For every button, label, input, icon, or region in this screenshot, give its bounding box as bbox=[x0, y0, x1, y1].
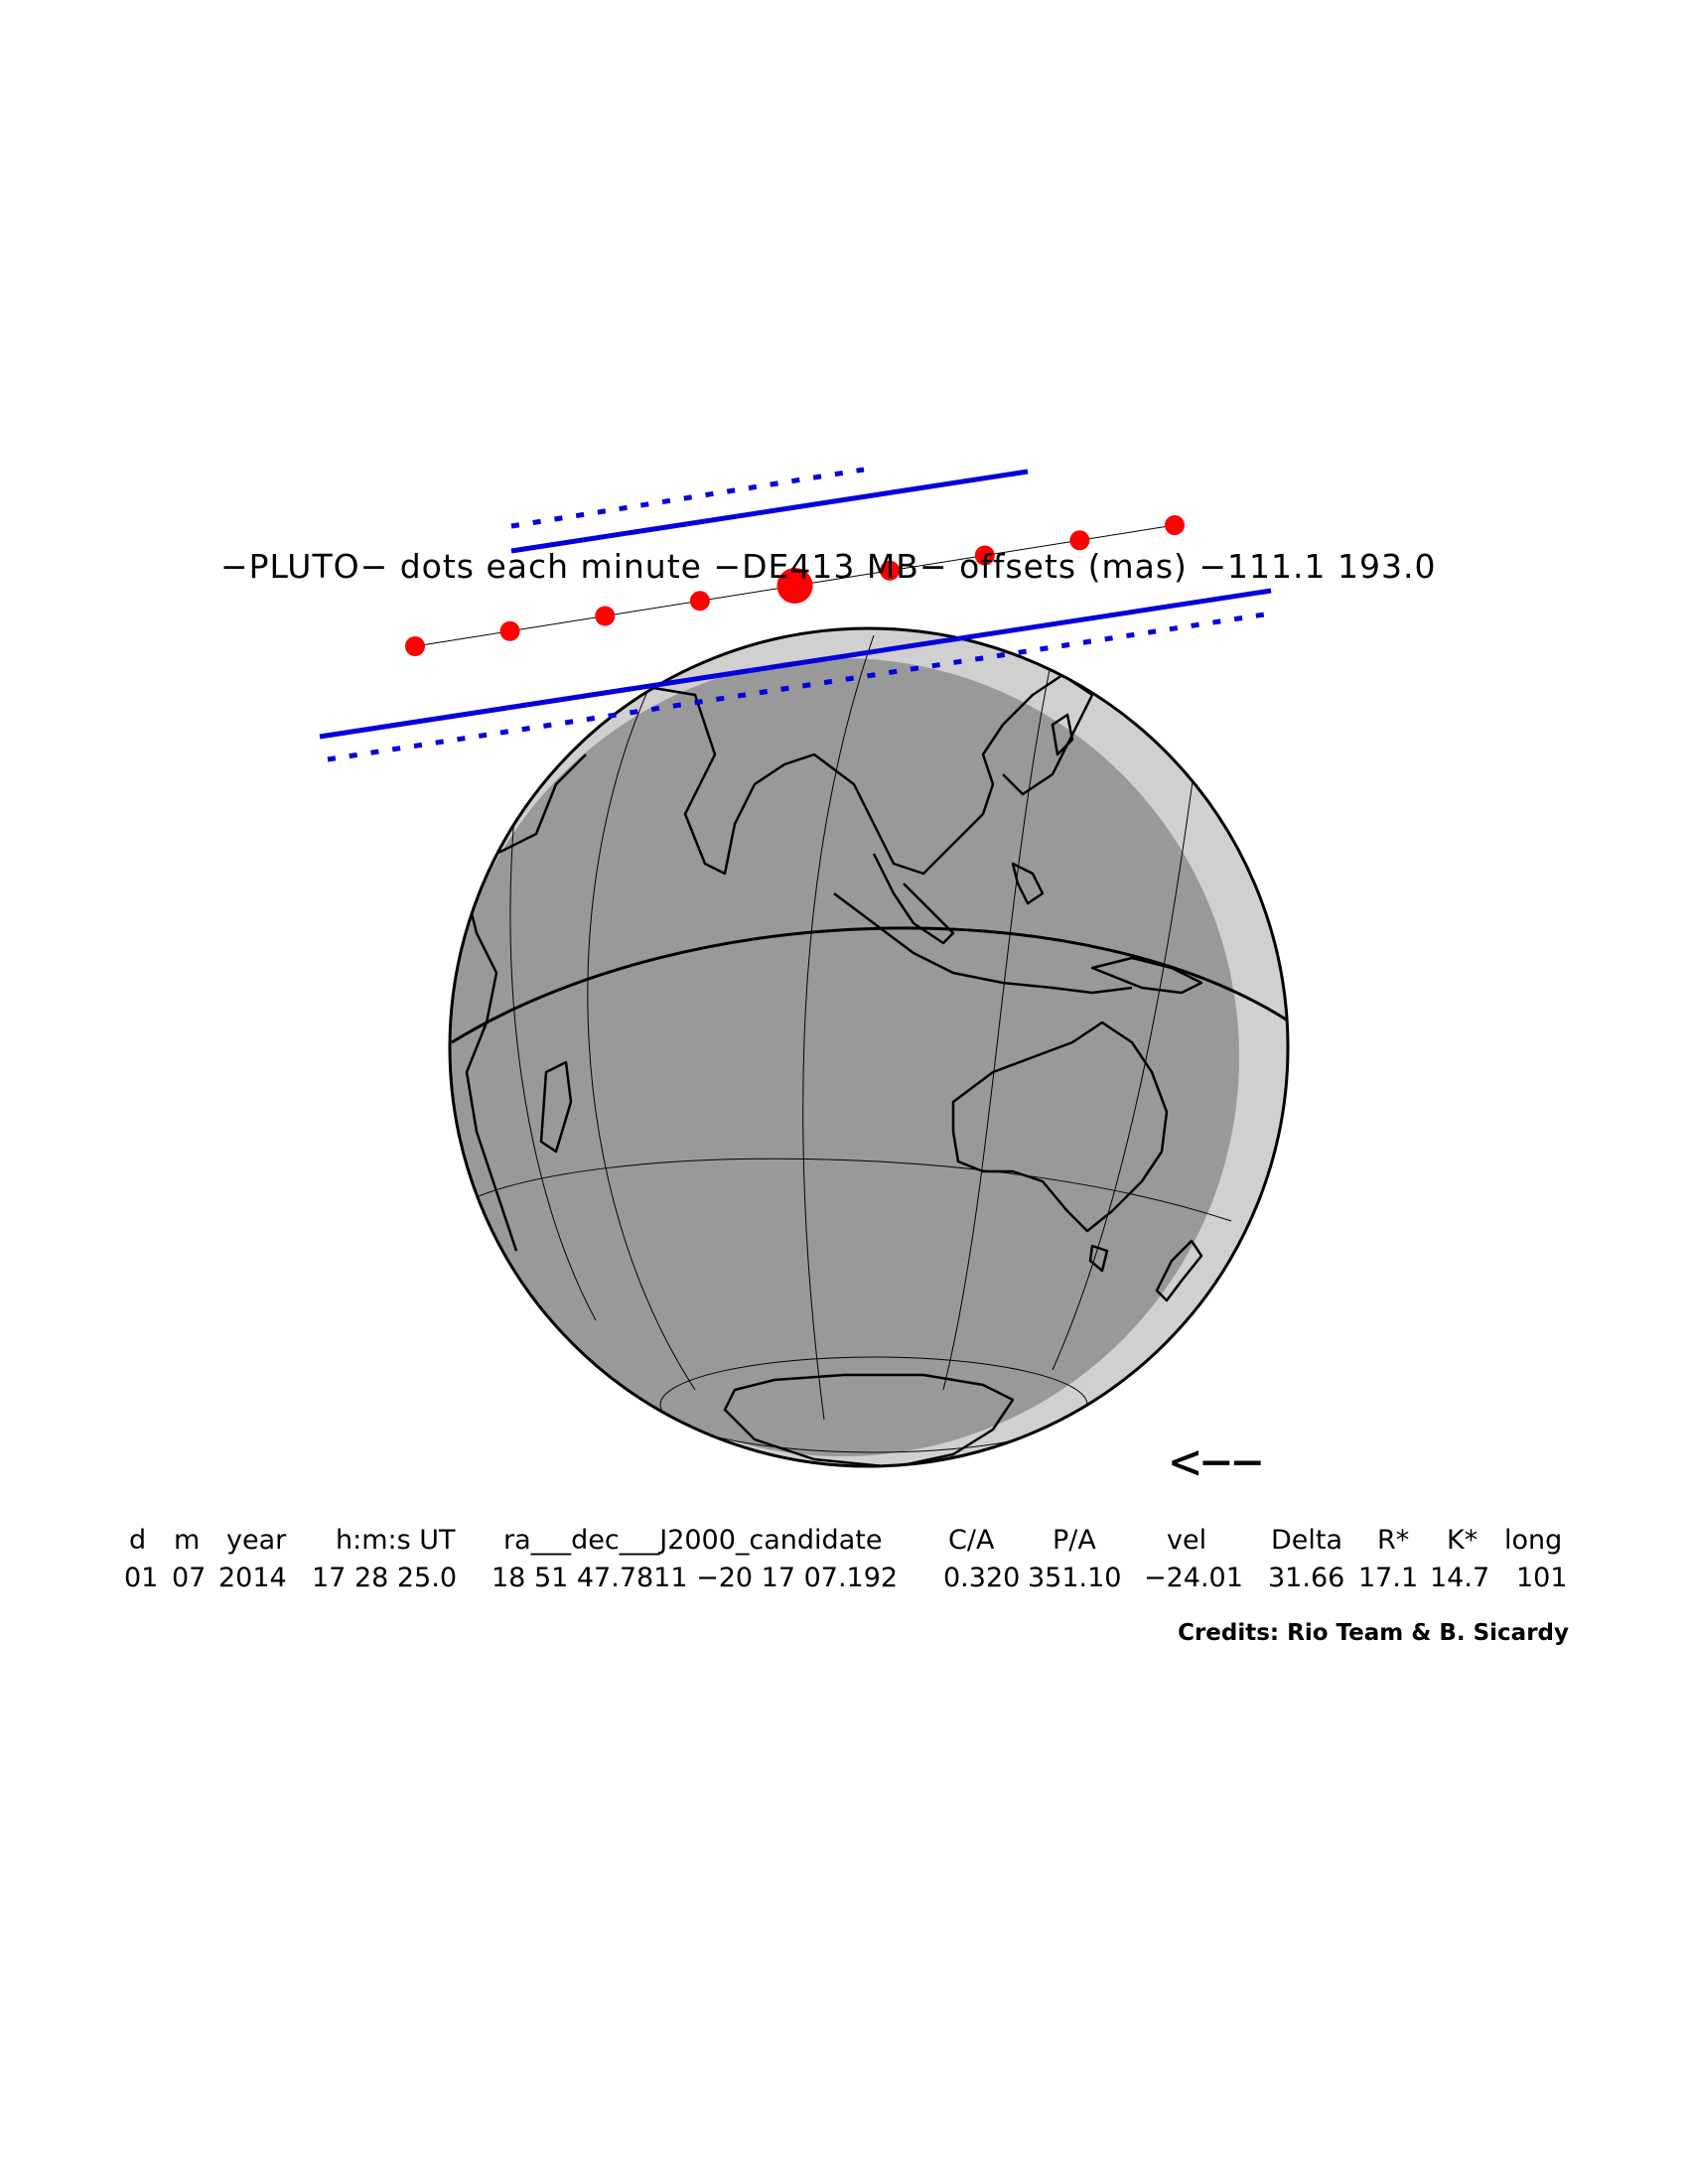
header-year: year bbox=[226, 1525, 287, 1556]
pluto-minute-dots bbox=[405, 515, 1185, 656]
value-k-mag: 14.7 bbox=[1430, 1563, 1489, 1593]
value-ra-dec: 18 51 47.7811 −20 17 07.192 bbox=[492, 1563, 898, 1593]
coast-antarctica bbox=[723, 1373, 1015, 1466]
coast-indonesia bbox=[833, 892, 1133, 995]
pluto-dot bbox=[1069, 530, 1090, 551]
value-vel: −24.01 bbox=[1144, 1563, 1243, 1593]
coast-arabia-africa bbox=[465, 753, 587, 1252]
value-r-mag: 17.1 bbox=[1358, 1563, 1418, 1593]
coast-madagascar bbox=[539, 1060, 573, 1154]
shadow-path bbox=[319, 467, 1272, 762]
coast-new-zealand bbox=[1155, 1239, 1203, 1302]
ephemeris-table-values: 01 07 2014 17 28 25.0 18 51 47.7811 −20 … bbox=[124, 1563, 1568, 1593]
pluto-dot-closest-approach bbox=[776, 568, 813, 604]
coast-philippines bbox=[1011, 862, 1045, 905]
header-delta: Delta bbox=[1271, 1525, 1342, 1556]
credits: Credits: Rio Team & B. Sicardy bbox=[1178, 1620, 1569, 1646]
ephemeris-table-headers: d m year h:m:s UT ra___dec___J2000_candi… bbox=[129, 1525, 1562, 1556]
pluto-track bbox=[405, 515, 1185, 656]
chart-title: −PLUTO− dots each minute −DE413 MB− offs… bbox=[220, 547, 1437, 586]
value-time: 17 28 25.0 bbox=[312, 1563, 457, 1593]
value-delta: 31.66 bbox=[1268, 1563, 1344, 1593]
south-limit-solid bbox=[319, 588, 1272, 740]
value-pa: 351.10 bbox=[1028, 1563, 1121, 1593]
pluto-dot bbox=[974, 545, 995, 566]
coast-tasmania bbox=[1088, 1244, 1109, 1273]
direction-arrow: <−− bbox=[1170, 1433, 1263, 1492]
pluto-dot bbox=[689, 591, 710, 612]
coastlines bbox=[465, 673, 1203, 1466]
value-day: 01 bbox=[124, 1563, 158, 1593]
value-long: 101 bbox=[1516, 1563, 1568, 1593]
equator-line bbox=[451, 926, 1288, 1044]
coast-asia-india bbox=[585, 673, 1093, 876]
header-k-mag: K* bbox=[1447, 1525, 1477, 1556]
header-vel: vel bbox=[1167, 1525, 1206, 1556]
pluto-dot bbox=[595, 606, 616, 626]
header-pa: P/A bbox=[1053, 1525, 1096, 1556]
north-limit-dotted bbox=[510, 467, 865, 529]
north-limit-solid bbox=[510, 469, 1029, 554]
earth-globe bbox=[448, 626, 1290, 1468]
header-ra-dec: ra___dec___J2000_candidate bbox=[503, 1525, 882, 1556]
coast-new-guinea bbox=[1090, 956, 1203, 995]
value-ca: 0.320 bbox=[943, 1563, 1020, 1593]
coast-australia bbox=[951, 1021, 1169, 1233]
header-day: d bbox=[129, 1525, 146, 1556]
value-year: 2014 bbox=[218, 1563, 287, 1593]
coast-southeast-asia bbox=[872, 853, 955, 945]
header-ca: C/A bbox=[948, 1525, 995, 1556]
coast-east-asia bbox=[1002, 694, 1094, 796]
value-month: 07 bbox=[172, 1563, 206, 1593]
earth-limb bbox=[448, 626, 1290, 1468]
day-side-region bbox=[450, 658, 1239, 1456]
pluto-dot bbox=[405, 636, 425, 656]
pluto-dot bbox=[880, 560, 901, 581]
pluto-dot bbox=[499, 620, 520, 641]
header-month: m bbox=[174, 1525, 200, 1556]
coast-japan bbox=[1051, 713, 1074, 756]
pluto-dot bbox=[1165, 515, 1185, 535]
header-r-mag: R* bbox=[1377, 1525, 1409, 1556]
south-limit-dotted bbox=[327, 611, 1272, 762]
header-long: long bbox=[1504, 1525, 1562, 1556]
header-time: h:m:s UT bbox=[336, 1525, 456, 1556]
